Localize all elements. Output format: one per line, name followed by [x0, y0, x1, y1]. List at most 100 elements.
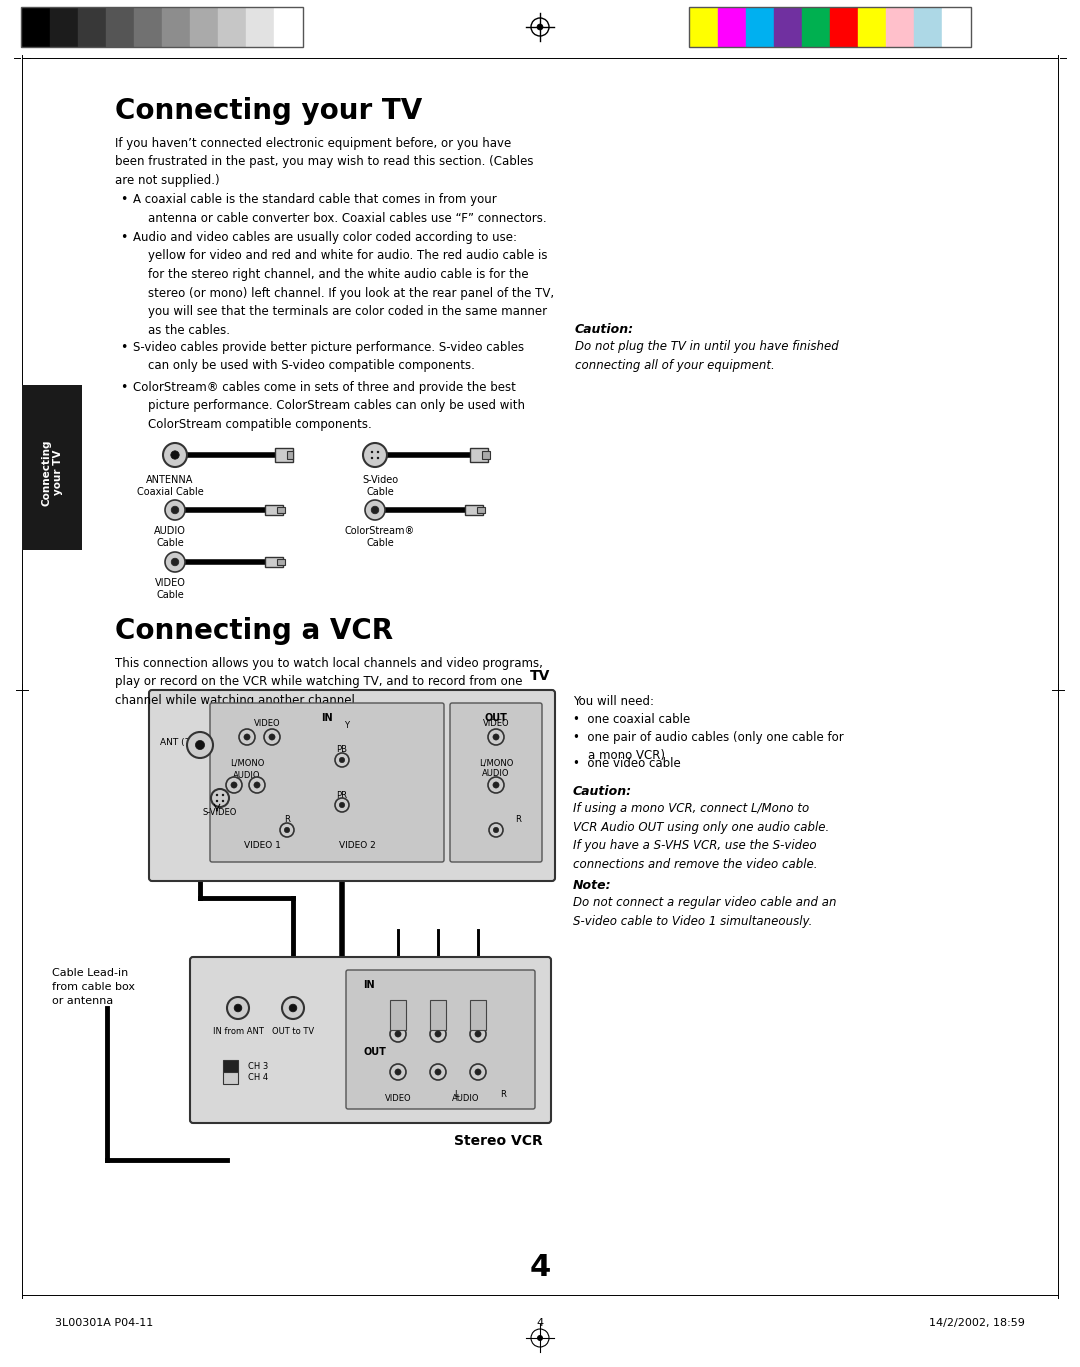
- Circle shape: [163, 443, 187, 468]
- Text: •  one coaxial cable: • one coaxial cable: [573, 714, 690, 726]
- FancyBboxPatch shape: [450, 703, 542, 863]
- Text: VIDEO: VIDEO: [483, 719, 510, 727]
- Circle shape: [254, 782, 260, 787]
- Circle shape: [231, 782, 237, 787]
- Bar: [774, 8, 802, 46]
- Text: PR: PR: [337, 790, 348, 800]
- Circle shape: [470, 1027, 486, 1042]
- Text: •  one video cable: • one video cable: [573, 757, 680, 770]
- Bar: [50, 8, 78, 46]
- Text: Y: Y: [345, 720, 350, 730]
- Text: Caution:: Caution:: [575, 323, 634, 336]
- Text: •: •: [120, 340, 127, 354]
- Circle shape: [430, 1064, 446, 1080]
- Circle shape: [395, 1069, 401, 1074]
- Text: Note:: Note:: [573, 879, 611, 893]
- Text: IN: IN: [363, 980, 375, 990]
- Bar: [430, 1001, 446, 1029]
- FancyBboxPatch shape: [149, 690, 555, 880]
- Text: OUT: OUT: [485, 714, 508, 723]
- Text: Audio and video cables are usually color coded according to use:
    yellow for : Audio and video cables are usually color…: [133, 231, 554, 336]
- Circle shape: [372, 506, 379, 514]
- Circle shape: [377, 457, 379, 459]
- Circle shape: [390, 1027, 406, 1042]
- Text: AUDIO: AUDIO: [233, 771, 260, 779]
- Bar: [274, 8, 302, 46]
- Circle shape: [475, 1069, 481, 1074]
- FancyBboxPatch shape: [190, 957, 551, 1124]
- Circle shape: [488, 776, 504, 793]
- Text: VIDEO 1: VIDEO 1: [244, 841, 281, 850]
- Text: OUT to TV: OUT to TV: [272, 1027, 314, 1036]
- Circle shape: [435, 1069, 441, 1074]
- Text: PB: PB: [337, 745, 348, 755]
- Bar: [482, 451, 490, 459]
- Circle shape: [284, 827, 289, 833]
- Text: IN: IN: [321, 714, 333, 723]
- Circle shape: [239, 729, 255, 745]
- Bar: [222, 1059, 238, 1072]
- Bar: [275, 448, 293, 462]
- Bar: [21, 7, 303, 46]
- Text: Stereo VCR: Stereo VCR: [455, 1135, 543, 1148]
- Bar: [390, 1001, 406, 1029]
- Circle shape: [335, 753, 349, 767]
- Bar: [470, 1001, 486, 1029]
- Bar: [134, 8, 162, 46]
- Text: Caution:: Caution:: [573, 785, 632, 798]
- Bar: [218, 8, 246, 46]
- Text: CH 3: CH 3: [248, 1062, 268, 1070]
- Circle shape: [249, 776, 265, 793]
- Text: S-video cables provide better picture performance. S-video cables
    can only b: S-video cables provide better picture pe…: [133, 340, 524, 372]
- Bar: [287, 451, 293, 459]
- Bar: [22, 385, 82, 550]
- Circle shape: [269, 734, 275, 740]
- Text: If you haven’t connected electronic equipment before, or you have
been frustrate: If you haven’t connected electronic equi…: [114, 137, 534, 187]
- Circle shape: [492, 782, 499, 787]
- Text: 4: 4: [537, 1318, 543, 1327]
- Text: Cable Lead-in
from cable box
or antenna: Cable Lead-in from cable box or antenna: [52, 968, 135, 1006]
- Circle shape: [370, 451, 374, 454]
- Text: L: L: [454, 1089, 458, 1099]
- Text: Connecting your TV: Connecting your TV: [114, 97, 422, 124]
- Text: L/MONO: L/MONO: [478, 759, 513, 767]
- Bar: [858, 8, 886, 46]
- Text: •: •: [120, 231, 127, 243]
- Circle shape: [363, 443, 387, 468]
- Bar: [802, 8, 831, 46]
- FancyBboxPatch shape: [346, 971, 535, 1109]
- Bar: [265, 504, 283, 515]
- Text: VIDEO: VIDEO: [384, 1094, 411, 1103]
- Text: CH 4: CH 4: [248, 1073, 268, 1083]
- Circle shape: [435, 1031, 441, 1038]
- Circle shape: [289, 1005, 297, 1012]
- Circle shape: [221, 800, 225, 802]
- Text: L/MONO: L/MONO: [230, 759, 265, 767]
- Bar: [942, 8, 970, 46]
- Circle shape: [494, 827, 499, 833]
- Text: ColorStream®
Cable: ColorStream® Cable: [345, 526, 415, 548]
- Text: •  one pair of audio cables (only one cable for
    a mono VCR): • one pair of audio cables (only one cab…: [573, 731, 843, 763]
- Bar: [106, 8, 134, 46]
- Bar: [246, 8, 274, 46]
- Text: A coaxial cable is the standard cable that comes in from your
    antenna or cab: A coaxial cable is the standard cable th…: [133, 193, 546, 224]
- Bar: [162, 8, 190, 46]
- Circle shape: [537, 25, 543, 30]
- Bar: [831, 8, 858, 46]
- Bar: [78, 8, 106, 46]
- Text: R: R: [500, 1089, 505, 1099]
- Text: AUDIO: AUDIO: [453, 1094, 480, 1103]
- Circle shape: [339, 802, 345, 808]
- Text: OUT: OUT: [363, 1047, 386, 1057]
- FancyBboxPatch shape: [210, 703, 444, 863]
- Circle shape: [470, 1064, 486, 1080]
- Circle shape: [211, 789, 229, 807]
- Circle shape: [195, 741, 204, 749]
- Circle shape: [492, 734, 499, 740]
- Bar: [190, 8, 218, 46]
- Text: VIDEO: VIDEO: [254, 719, 281, 727]
- Circle shape: [370, 457, 374, 459]
- Circle shape: [172, 558, 179, 566]
- Text: Do not connect a regular video cable and an
S-video cable to Video 1 simultaneou: Do not connect a regular video cable and…: [573, 895, 837, 927]
- Circle shape: [395, 1031, 401, 1038]
